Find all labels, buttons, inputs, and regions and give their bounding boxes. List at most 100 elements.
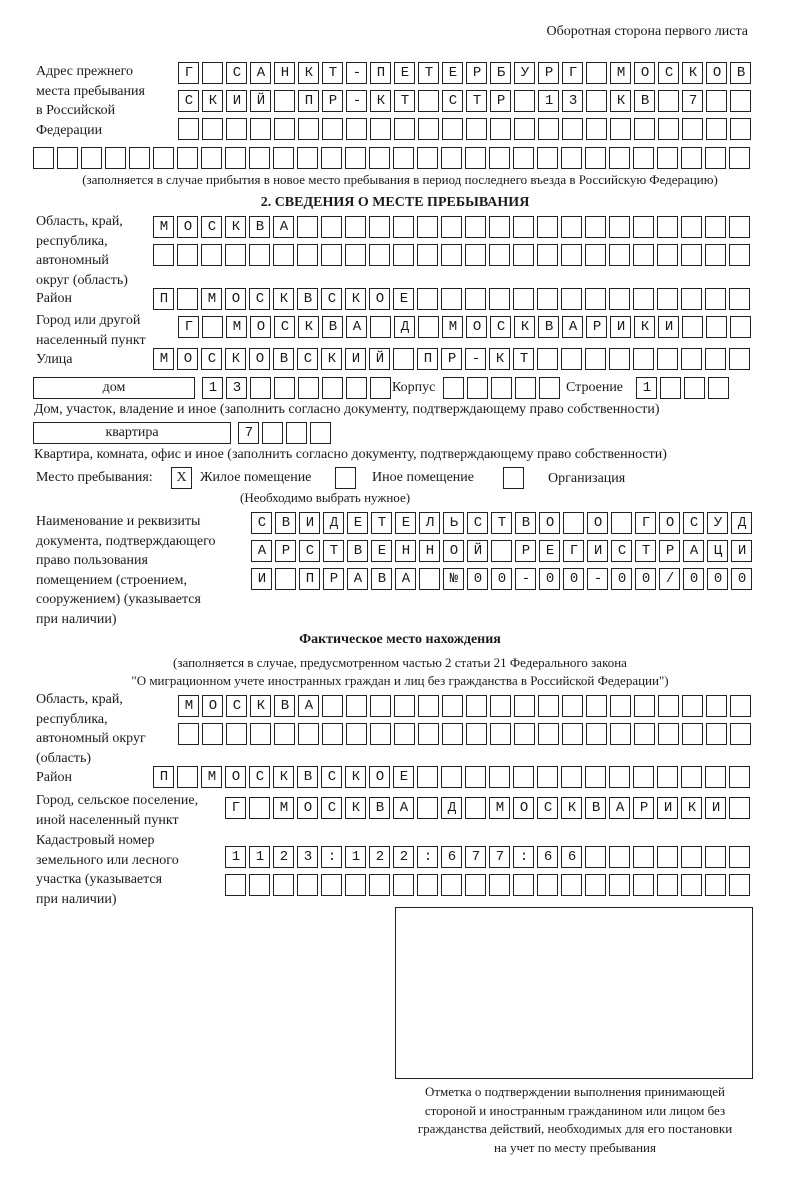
char-box[interactable] (369, 216, 390, 238)
char-box[interactable] (563, 568, 584, 590)
char-box[interactable] (658, 62, 679, 84)
char-box[interactable] (587, 568, 608, 590)
char-box[interactable] (465, 348, 486, 370)
char-box[interactable] (634, 62, 655, 84)
char-box[interactable] (513, 216, 534, 238)
char-box[interactable] (177, 216, 198, 238)
char-box[interactable] (370, 90, 391, 112)
char-box[interactable] (394, 695, 415, 717)
char-box[interactable] (322, 377, 343, 399)
char-box[interactable] (441, 797, 462, 819)
char-box[interactable] (561, 216, 582, 238)
char-box[interactable] (658, 316, 679, 338)
char-box[interactable] (321, 874, 342, 896)
char-box[interactable] (249, 766, 270, 788)
char-box[interactable] (705, 288, 726, 310)
char-box[interactable] (345, 348, 366, 370)
char-box[interactable] (563, 512, 584, 534)
char-box[interactable] (489, 797, 510, 819)
char-box[interactable] (609, 147, 630, 169)
char-box[interactable] (346, 62, 367, 84)
char-box[interactable] (201, 147, 222, 169)
char-box[interactable] (273, 874, 294, 896)
char-box[interactable] (561, 348, 582, 370)
char-box[interactable] (394, 90, 415, 112)
char-box[interactable] (249, 288, 270, 310)
char-box[interactable] (729, 797, 750, 819)
char-box[interactable] (273, 244, 294, 266)
char-box[interactable] (57, 147, 78, 169)
char-box[interactable] (226, 62, 247, 84)
char-box[interactable] (681, 846, 702, 868)
char-box[interactable] (418, 695, 439, 717)
char-box[interactable] (705, 874, 726, 896)
char-box[interactable] (369, 288, 390, 310)
char-box[interactable] (513, 874, 534, 896)
char-box[interactable] (417, 244, 438, 266)
char-box[interactable] (681, 147, 702, 169)
char-box[interactable] (250, 90, 271, 112)
char-box[interactable] (346, 723, 367, 745)
char-box[interactable] (489, 846, 510, 868)
char-box[interactable] (273, 147, 294, 169)
char-box[interactable] (513, 348, 534, 370)
char-box[interactable] (395, 512, 416, 534)
char-box[interactable] (537, 797, 558, 819)
char-box[interactable] (202, 118, 223, 140)
char-box[interactable] (201, 348, 222, 370)
char-box[interactable] (345, 288, 366, 310)
char-box[interactable] (585, 766, 606, 788)
char-box[interactable] (225, 846, 246, 868)
char-box[interactable] (251, 568, 272, 590)
char-box[interactable] (202, 723, 223, 745)
char-box[interactable] (226, 723, 247, 745)
char-box[interactable] (322, 723, 343, 745)
char-box[interactable] (443, 540, 464, 562)
char-box[interactable] (419, 540, 440, 562)
char-box[interactable] (418, 316, 439, 338)
char-box[interactable] (513, 846, 534, 868)
char-box[interactable] (633, 766, 654, 788)
char-box[interactable] (201, 216, 222, 238)
char-box[interactable] (249, 147, 270, 169)
char-box[interactable] (419, 512, 440, 534)
char-box[interactable] (178, 62, 199, 84)
char-box[interactable] (658, 723, 679, 745)
char-box[interactable] (659, 568, 680, 590)
char-box[interactable] (442, 723, 463, 745)
char-box[interactable] (394, 723, 415, 745)
char-box[interactable] (346, 377, 367, 399)
char-box[interactable] (371, 568, 392, 590)
char-box[interactable] (610, 316, 631, 338)
char-box[interactable] (706, 723, 727, 745)
char-box[interactable] (442, 316, 463, 338)
char-box[interactable] (273, 797, 294, 819)
char-box[interactable] (610, 695, 631, 717)
char-box[interactable] (225, 874, 246, 896)
char-box[interactable] (682, 723, 703, 745)
char-box[interactable] (274, 695, 295, 717)
char-box[interactable] (465, 288, 486, 310)
char-box[interactable] (394, 62, 415, 84)
char-box[interactable] (369, 348, 390, 370)
char-box[interactable] (441, 147, 462, 169)
char-box[interactable] (418, 723, 439, 745)
char-box[interactable] (310, 422, 331, 444)
char-box[interactable] (441, 874, 462, 896)
char-box[interactable] (275, 512, 296, 534)
char-box[interactable] (417, 846, 438, 868)
char-box[interactable] (609, 244, 630, 266)
char-box[interactable] (537, 244, 558, 266)
char-box[interactable] (586, 723, 607, 745)
char-box[interactable] (706, 118, 727, 140)
char-box[interactable] (729, 288, 750, 310)
char-box[interactable] (684, 377, 705, 399)
char-box[interactable] (467, 512, 488, 534)
char-box[interactable] (394, 316, 415, 338)
char-box[interactable] (298, 62, 319, 84)
char-box[interactable] (466, 62, 487, 84)
char-box[interactable] (490, 90, 511, 112)
char-box[interactable] (274, 377, 295, 399)
char-box[interactable] (286, 422, 307, 444)
char-box[interactable] (275, 568, 296, 590)
